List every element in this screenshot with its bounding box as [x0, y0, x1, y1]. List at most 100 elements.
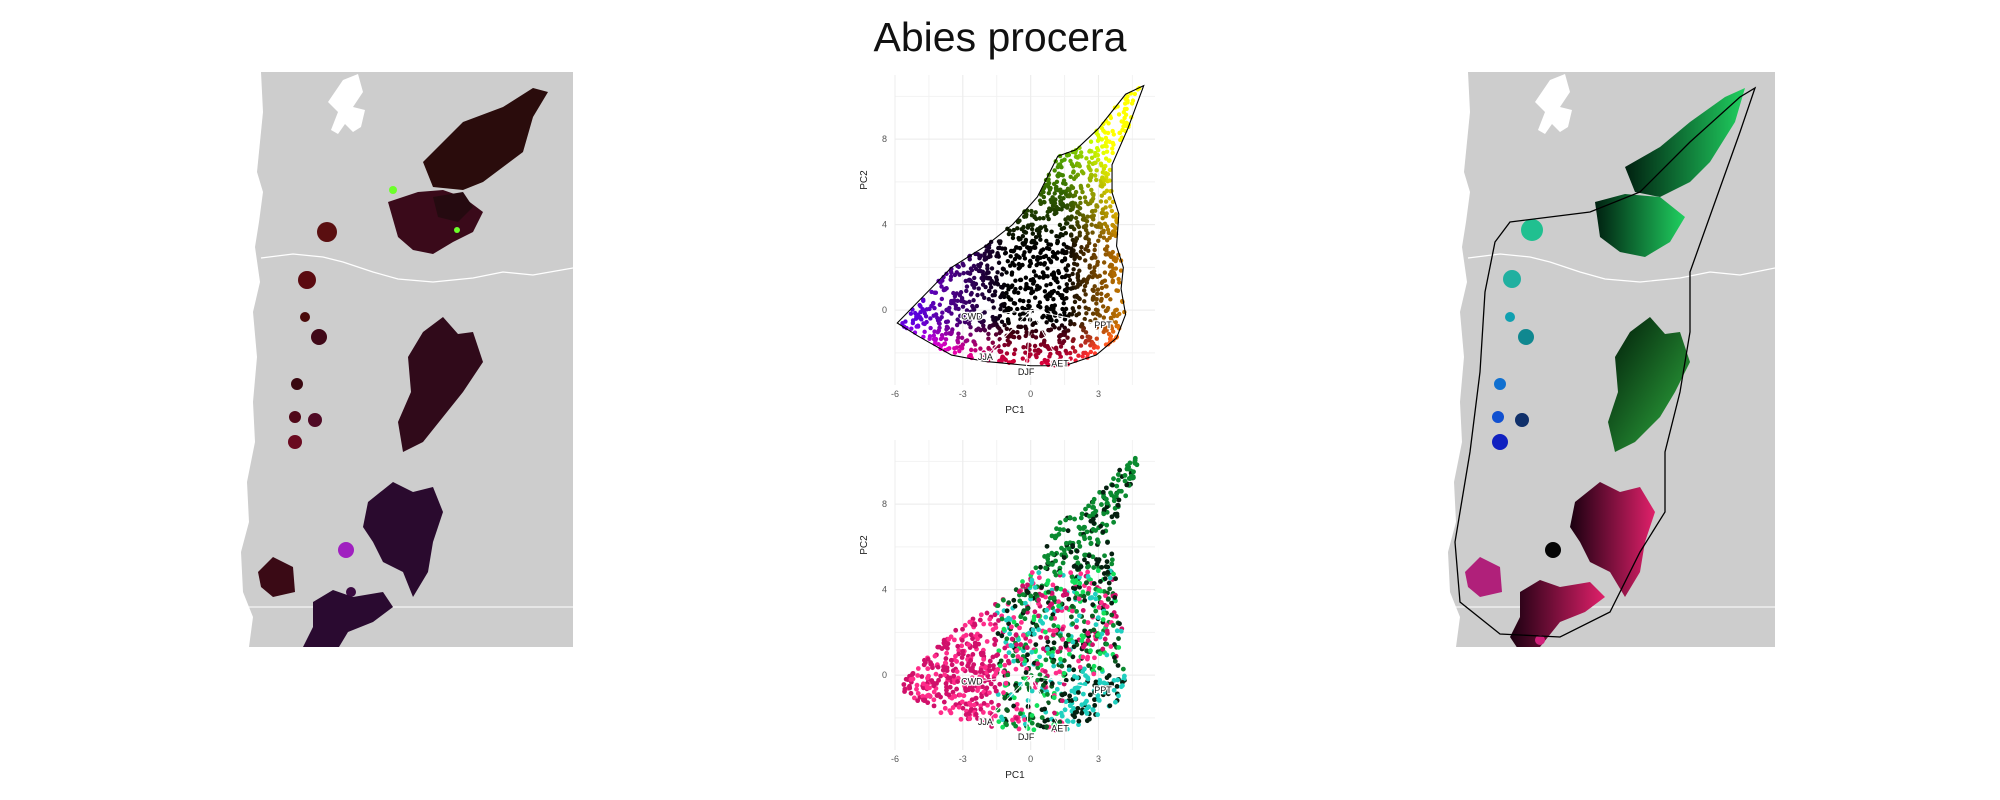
data-point [1021, 608, 1027, 614]
data-point [1043, 614, 1049, 620]
data-point [1061, 527, 1067, 533]
data-point [1001, 355, 1006, 360]
data-point [1090, 191, 1095, 197]
data-point [1001, 626, 1007, 632]
data-point [928, 325, 933, 331]
data-point [1107, 167, 1113, 173]
data-point [1072, 586, 1078, 591]
data-point [956, 647, 962, 653]
data-point [1108, 297, 1113, 302]
points-bottom [901, 455, 1140, 733]
data-point [1062, 332, 1067, 337]
data-point [1088, 648, 1093, 654]
data-point [1069, 215, 1074, 220]
data-point [1051, 181, 1057, 187]
data-point [1057, 222, 1063, 228]
data-point [1027, 347, 1032, 353]
data-point [984, 244, 989, 249]
data-point [1081, 644, 1086, 650]
data-point [1123, 493, 1129, 499]
data-point [1069, 603, 1075, 609]
data-point [987, 658, 993, 664]
loading-label-jja: JJA [978, 717, 993, 727]
data-point [1121, 124, 1126, 129]
data-point [1090, 511, 1096, 517]
data-point [1093, 255, 1098, 260]
data-point [1099, 210, 1105, 216]
data-point [1087, 535, 1093, 541]
data-point [1051, 623, 1057, 628]
data-point [1089, 255, 1095, 261]
patch-small-1 [317, 222, 337, 242]
loading-label-aet: AET [1051, 724, 1069, 734]
data-point [1057, 285, 1062, 290]
data-point [959, 661, 965, 667]
data-point [950, 705, 956, 710]
data-point [1029, 289, 1035, 295]
data-point [1083, 258, 1088, 263]
data-point [997, 330, 1002, 336]
data-point [1022, 256, 1028, 261]
data-point [1112, 658, 1118, 664]
data-point [1085, 675, 1091, 681]
data-point [1053, 558, 1059, 564]
data-point [1006, 650, 1012, 656]
data-point [1100, 216, 1105, 221]
data-point [1023, 237, 1029, 243]
data-point [997, 313, 1003, 318]
patch-small-11 [346, 587, 356, 597]
data-point [1089, 209, 1095, 214]
data-point [1099, 564, 1105, 570]
data-point [1095, 568, 1101, 574]
data-point [1041, 682, 1046, 688]
data-point [957, 692, 963, 698]
data-point [1061, 339, 1067, 344]
data-point [931, 336, 937, 342]
data-point [1070, 654, 1076, 660]
axes-bottom: -6 -3 0 3 0 4 8 PC1 PC2 [859, 499, 1101, 781]
data-point [984, 610, 990, 616]
data-point [1086, 164, 1091, 169]
data-point [1107, 264, 1113, 269]
data-point [1041, 313, 1046, 319]
data-point [1048, 281, 1053, 287]
data-point [1048, 327, 1054, 332]
data-point [1092, 265, 1097, 270]
data-point [988, 621, 993, 627]
data-point [1108, 254, 1114, 260]
data-point [973, 695, 979, 701]
data-point [1033, 565, 1039, 571]
patch-small-7 [308, 413, 322, 427]
data-point [1036, 575, 1042, 581]
data-point [1075, 222, 1080, 228]
data-point [1115, 663, 1121, 668]
data-point [1082, 283, 1088, 289]
data-point [1075, 566, 1081, 571]
data-point [1101, 166, 1107, 172]
data-point [1084, 529, 1090, 535]
data-point [1076, 718, 1082, 724]
data-point [1007, 297, 1013, 302]
data-point [997, 663, 1003, 669]
data-point [1075, 204, 1081, 209]
data-point [1104, 149, 1110, 154]
data-point [966, 642, 971, 647]
data-point [993, 625, 999, 630]
loading-arrow [971, 309, 1031, 318]
data-point [1112, 595, 1118, 600]
data-point [961, 693, 967, 699]
data-point [970, 668, 976, 674]
data-point [1104, 622, 1109, 628]
data-point [1073, 189, 1079, 195]
data-point [1080, 691, 1086, 697]
data-point [1095, 152, 1101, 158]
data-point [992, 292, 997, 298]
data-point [930, 301, 936, 306]
data-point [1037, 275, 1042, 280]
data-point [1064, 591, 1070, 597]
data-point [1107, 703, 1113, 709]
data-point [1115, 477, 1121, 483]
data-point [1111, 132, 1117, 137]
data-point [1077, 255, 1082, 261]
patch-north-1 [423, 88, 548, 190]
